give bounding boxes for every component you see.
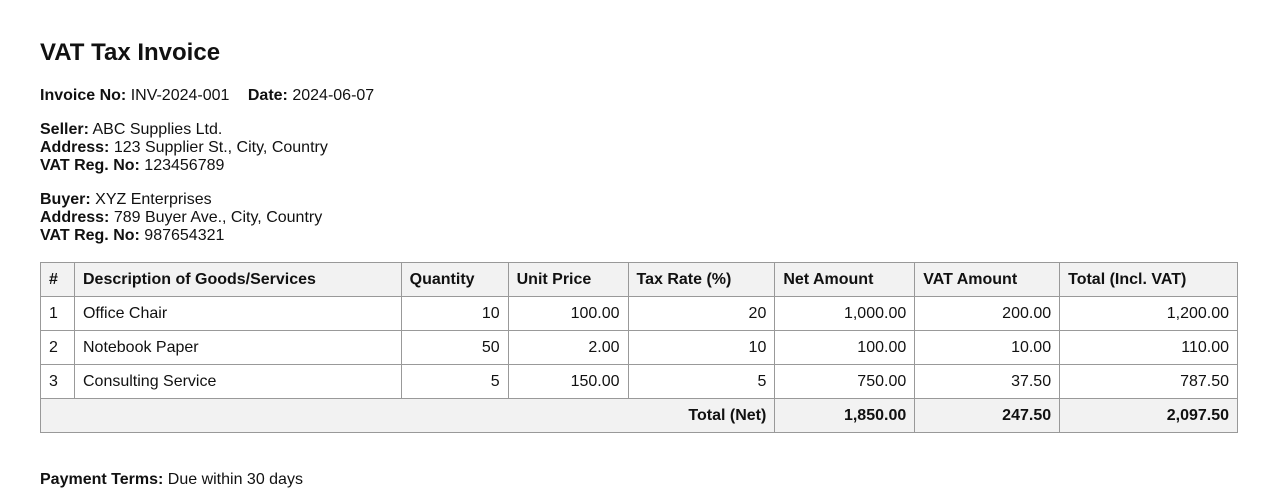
- cell-unit-price: 100.00: [507, 296, 629, 331]
- header-vat-amount: VAT Amount: [914, 262, 1061, 297]
- seller-vat: 123456789: [144, 157, 225, 174]
- cell-description: Consulting Service: [73, 364, 402, 399]
- header-tax-rate: Tax Rate (%): [627, 262, 776, 297]
- buyer-label: Buyer:: [40, 191, 91, 208]
- seller-address-label: Address:: [40, 139, 110, 156]
- invoice-table: # Description of Goods/Services Quantity…: [39, 262, 1238, 433]
- table-row: 2 Notebook Paper 50 2.00 10 100.00 10.00…: [40, 330, 1238, 365]
- header-quantity: Quantity: [400, 262, 509, 297]
- buyer-vat-label: VAT Reg. No:: [40, 227, 140, 244]
- cell-tax-rate: 10: [627, 330, 776, 365]
- seller-address: 123 Supplier St., City, Country: [113, 139, 328, 156]
- buyer-address: 789 Buyer Ave., City, Country: [113, 209, 323, 226]
- seller-name: ABC Supplies Ltd.: [92, 121, 223, 138]
- cell-net-amount: 1,000.00: [774, 296, 916, 331]
- cell-index: 1: [40, 296, 75, 331]
- invoice-meta: Invoice No: INV-2024-001 Date: 2024-06-0…: [40, 87, 374, 105]
- cell-quantity: 5: [400, 364, 509, 399]
- page-title: VAT Tax Invoice: [40, 39, 221, 66]
- total-gross: 2,097.50: [1059, 398, 1238, 433]
- header-description: Description of Goods/Services: [73, 262, 402, 297]
- cell-tax-rate: 5: [627, 364, 776, 399]
- buyer-address-label: Address:: [40, 209, 110, 226]
- cell-unit-price: 150.00: [507, 364, 629, 399]
- cell-description: Notebook Paper: [73, 330, 402, 365]
- cell-quantity: 50: [400, 330, 509, 365]
- buyer-vat: 987654321: [144, 227, 225, 244]
- table-header-row: # Description of Goods/Services Quantity…: [40, 262, 1238, 297]
- total-label: Total (Net): [39, 398, 776, 433]
- cell-description: Office Chair: [73, 296, 402, 331]
- buyer-name: XYZ Enterprises: [95, 191, 212, 208]
- cell-net-amount: 750.00: [774, 364, 916, 399]
- seller-vat-label: VAT Reg. No:: [40, 157, 140, 174]
- payment-terms-value: Due within 30 days: [167, 471, 303, 488]
- invoice-date: 2024-06-07: [292, 87, 375, 104]
- header-net-amount: Net Amount: [774, 262, 916, 297]
- cell-total: 110.00: [1059, 330, 1238, 365]
- cell-unit-price: 2.00: [507, 330, 629, 365]
- cell-vat-amount: 200.00: [914, 296, 1061, 331]
- date-label: Date:: [247, 87, 288, 104]
- cell-index: 3: [40, 364, 75, 399]
- cell-net-amount: 100.00: [774, 330, 916, 365]
- total-row: Total (Net) 1,850.00 247.50 2,097.50: [39, 398, 1238, 433]
- header-unit-price: Unit Price: [507, 262, 629, 297]
- table-row: 3 Consulting Service 5 150.00 5 750.00 3…: [40, 364, 1238, 399]
- invoice-no: INV-2024-001: [130, 87, 230, 104]
- cell-vat-amount: 10.00: [914, 330, 1061, 365]
- cell-index: 2: [40, 330, 75, 365]
- total-vat: 247.50: [914, 398, 1061, 433]
- seller-block: Seller: ABC Supplies Ltd. Address: 123 S…: [40, 121, 328, 175]
- buyer-block: Buyer: XYZ Enterprises Address: 789 Buye…: [40, 191, 322, 245]
- payment-terms: Payment Terms: Due within 30 days: [40, 471, 303, 489]
- cell-quantity: 10: [400, 296, 509, 331]
- cell-tax-rate: 20: [627, 296, 776, 331]
- cell-total: 787.50: [1059, 364, 1238, 399]
- payment-terms-label: Payment Terms:: [40, 471, 164, 488]
- cell-total: 1,200.00: [1059, 296, 1238, 331]
- total-net: 1,850.00: [774, 398, 916, 433]
- header-total: Total (Incl. VAT): [1059, 262, 1238, 297]
- table-row: 1 Office Chair 10 100.00 20 1,000.00 200…: [40, 296, 1238, 331]
- cell-vat-amount: 37.50: [914, 364, 1061, 399]
- seller-label: Seller:: [40, 121, 89, 138]
- invoice-no-label: Invoice No:: [40, 87, 127, 104]
- header-index: #: [40, 262, 75, 297]
